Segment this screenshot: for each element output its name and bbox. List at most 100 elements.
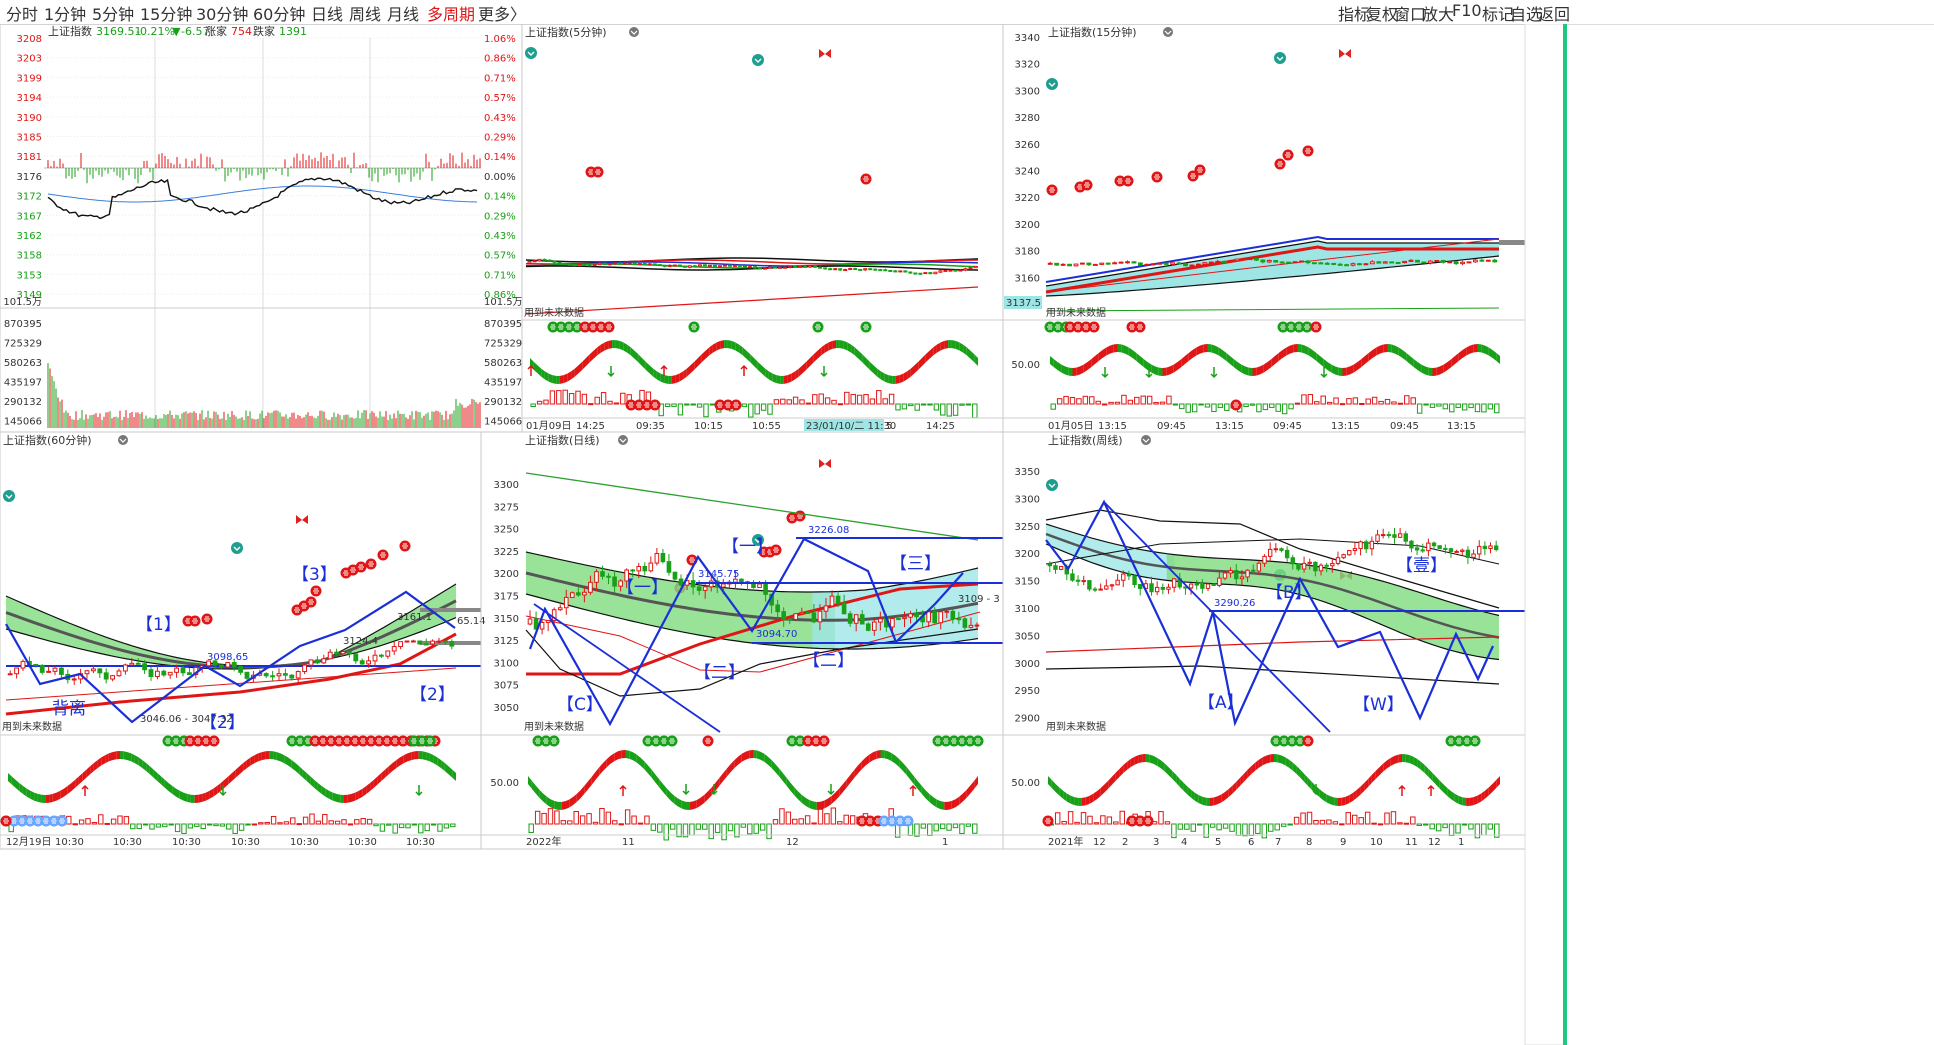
tool-mark[interactable]: 标记 [1482,5,1515,24]
min15-oscillator [1211,344,1215,354]
tool-window[interactable]: 窗口 [1394,5,1427,24]
signal-glyph-icon [336,738,342,744]
min15-oscillator [1222,350,1227,361]
min15-oscillator [1417,362,1422,373]
histogram-bar [315,820,322,825]
histogram-bar [684,403,690,406]
min15-oscillator [1402,350,1407,361]
signal-glyph-icon [535,738,541,744]
min15-oscillator [1076,366,1080,376]
weekly-oscillator [1138,754,1143,764]
min15-oscillator [1132,350,1137,361]
tool-f10[interactable]: F10 [1452,1,1482,20]
histogram-bar [549,390,556,405]
candle-body [58,667,64,675]
min60-oscillator [284,755,288,766]
volume-axis-tick: 435197 [4,378,42,389]
histogram-bar [1222,823,1229,829]
candle-body [1431,542,1437,547]
min15-oscillator [1181,356,1185,368]
price-annotation: 3094.70 [756,629,797,640]
min5-oscillator [925,350,930,363]
min60-oscillator [34,792,38,802]
time-axis-tick: 2021年 [1048,835,1083,848]
histogram-bar [1487,823,1494,830]
histogram-bar [844,391,850,405]
period-tab-60min[interactable]: 60分钟 [253,5,306,24]
min60-oscillator [97,757,102,769]
weekly-oscillator [1277,754,1282,764]
tool-watchlist[interactable]: 自选 [1510,5,1543,24]
period-tab-daily[interactable]: 日线 [311,5,344,24]
period-tab-weekly[interactable]: 周线 [349,5,382,24]
histogram-bar [767,403,773,415]
candle-body [1443,547,1448,550]
period-tab-30min[interactable]: 30分钟 [196,5,249,24]
period-tab-more[interactable]: 更多 [478,5,511,24]
candle-body [161,670,167,676]
min60-oscillator [295,763,300,775]
candle-body [757,583,762,588]
signal-glyph-icon [294,607,300,613]
candle-body [813,265,818,268]
tool-zoom[interactable]: 放大 [1422,5,1455,24]
more-arrow-icon[interactable]: 〉 [510,5,527,24]
candle-body [1098,588,1103,591]
histogram-bar [232,823,238,834]
candle-body [1369,540,1375,550]
thick-ma-line [1045,245,1499,294]
tool-indicator[interactable]: 指标 [1338,5,1371,24]
ma-line [1045,538,1500,565]
period-tab-monthly[interactable]: 月线 [387,5,420,24]
signal-glyph-icon [773,547,779,553]
period-tab-5min[interactable]: 5分钟 [92,5,135,24]
volume-unit-left: 101.5万 [3,297,42,308]
min60-oscillator [198,793,203,803]
signal-glyph-icon [733,402,739,408]
weekly-oscillator [1274,754,1278,763]
pct-axis-tick: 0.71% [484,73,516,84]
arrow-up-icon [81,784,89,796]
candle-body [1149,583,1154,593]
period-tab-1min[interactable]: 1分钟 [44,5,87,24]
tool-back[interactable]: 返回 [1538,5,1571,24]
min5-oscillator [705,347,710,359]
period-tab-timeshare[interactable]: 分时 [6,5,39,24]
min5-oscillator [895,375,900,384]
min15-oscillator [1436,366,1440,376]
histogram-bar [554,810,560,825]
min60-oscillator [344,794,348,803]
candle-body [1105,262,1111,265]
histogram-bar [91,822,98,825]
signal-glyph-icon [368,561,374,567]
min60-oscillator [411,751,415,761]
histogram-bar [1416,823,1423,827]
histogram-bar [534,810,541,825]
histogram-bar [1063,395,1069,405]
min60-oscillator [67,783,72,794]
candle-body [1208,261,1214,264]
daily-oscillator [618,750,622,760]
period-tab-15min[interactable]: 15分钟 [140,5,193,24]
daily-oscillator [970,780,975,794]
chevron-down-icon [1276,56,1284,61]
histogram-bar [309,813,315,825]
min60-oscillator [90,763,94,775]
candle-body [823,267,828,270]
min5-oscillator [645,361,650,374]
histogram-bar [818,393,824,405]
min5-oscillator [862,354,866,366]
candle-body [1070,573,1075,581]
min5-oscillator [675,373,680,384]
histogram-bar [1313,819,1319,825]
min5-oscillator [892,375,896,384]
teal-signal-icon [752,54,764,66]
min5-oscillator [615,340,620,349]
candle-body [174,667,180,673]
tool-adjust[interactable]: 复权 [1366,5,1399,24]
candle-body [1477,545,1482,555]
period-tab-multi[interactable]: 多周期 [427,5,476,24]
histogram-bar [939,823,946,830]
daily-oscillator [558,801,562,810]
min15-oscillator [1473,344,1478,353]
